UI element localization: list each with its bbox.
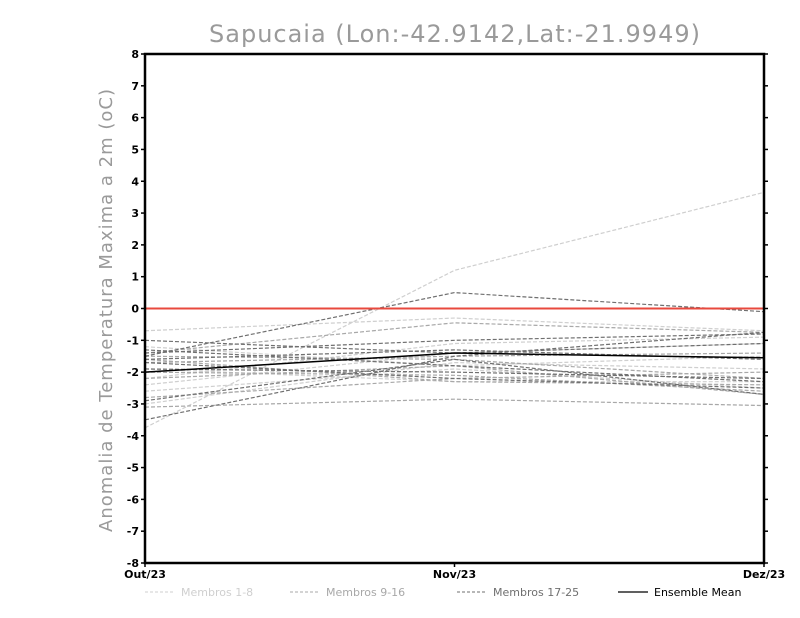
series-line-membro-22 <box>144 361 765 389</box>
legend-label: Membros 17-25 <box>493 586 579 599</box>
y-tick-label: 4 <box>131 175 139 188</box>
y-tick-label: -4 <box>127 430 140 443</box>
y-tick-label: -7 <box>127 525 139 538</box>
y-tick-label: 8 <box>131 48 139 61</box>
y-tick-label: -5 <box>127 462 139 475</box>
y-tick-label: 2 <box>131 239 139 252</box>
series-line-membro-19 <box>144 358 765 402</box>
series-line-membro-7 <box>144 368 765 392</box>
legend-label: Ensemble Mean <box>654 586 741 599</box>
series-line-membro-25 <box>144 368 765 380</box>
series-line-membro-10 <box>144 358 765 386</box>
series-line-membro-16 <box>144 398 765 408</box>
x-tick-label: Out/23 <box>124 568 166 581</box>
series-line-membro-2 <box>144 317 765 332</box>
series-line-membro-21 <box>144 333 765 354</box>
chart-title: Sapucaia (Lon:-42.9142,Lat:-21.9949) <box>209 20 701 48</box>
legend-label: Membros 1-8 <box>181 586 253 599</box>
y-tick-label: -3 <box>127 398 139 411</box>
y-tick-label: 1 <box>131 271 139 284</box>
y-tick-label: -2 <box>127 366 139 379</box>
series-line-membro-20 <box>144 331 765 421</box>
legend-label: Membros 9-16 <box>326 586 405 599</box>
series-line-membro-18 <box>144 339 765 354</box>
series-line-membro-15 <box>144 371 765 392</box>
series-line-membro-9 <box>144 322 765 354</box>
series-line-membro-1 <box>144 191 765 429</box>
series-line-membro-6 <box>144 346 765 367</box>
x-ticks: Out/23 Nov/23 Dez/23 <box>124 563 785 581</box>
y-tick-label: -6 <box>127 493 140 506</box>
y-tick-label: -1 <box>127 334 139 347</box>
y-tick-label: 0 <box>131 303 139 316</box>
x-tick-label: Dez/23 <box>743 568 785 581</box>
y-ticks: -8 -7 -6 -5 -4 -3 -2 -1 0 1 2 3 4 5 6 7 8 <box>127 48 768 570</box>
y-tick-label: -8 <box>127 557 139 570</box>
series-line-ensemble-mean <box>144 352 765 373</box>
series-line-membro-17 <box>144 291 765 357</box>
y-tick-label: 3 <box>131 207 139 220</box>
series-line-membro-4 <box>144 361 765 405</box>
series-line-membro-23 <box>144 349 765 383</box>
x-tick-label: Nov/23 <box>433 568 476 581</box>
y-tick-label: 5 <box>131 143 139 156</box>
y-tick-label: 6 <box>131 112 139 125</box>
series-line-membro-13 <box>144 371 765 399</box>
plot-lines <box>144 191 765 429</box>
legend: Membros 1-8 Membros 9-16 Membros 17-25 Ense… <box>145 586 741 599</box>
y-axis-label: Anomalia de Temperatura Maxima a 2m (oC) <box>96 88 117 532</box>
y-tick-label: 7 <box>131 80 139 93</box>
